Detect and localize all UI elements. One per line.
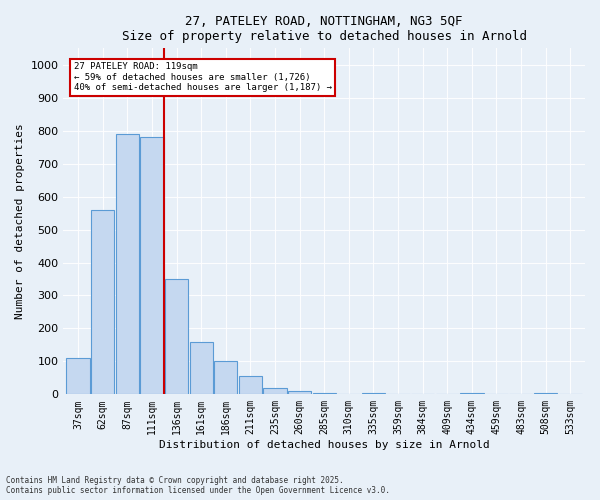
Bar [313, 392, 336, 394]
Bar [190, 342, 213, 394]
Bar [91, 210, 115, 394]
Title: 27, PATELEY ROAD, NOTTINGHAM, NG3 5QF
Size of property relative to detached hous: 27, PATELEY ROAD, NOTTINGHAM, NG3 5QF Si… [122, 15, 527, 43]
Text: 27 PATELEY ROAD: 119sqm
← 59% of detached houses are smaller (1,726)
40% of semi: 27 PATELEY ROAD: 119sqm ← 59% of detache… [74, 62, 332, 92]
Bar [67, 358, 90, 395]
Bar [140, 138, 164, 394]
Bar [214, 362, 238, 394]
Bar [116, 134, 139, 394]
Bar [239, 376, 262, 394]
Bar [288, 391, 311, 394]
Y-axis label: Number of detached properties: Number of detached properties [15, 124, 25, 319]
X-axis label: Distribution of detached houses by size in Arnold: Distribution of detached houses by size … [159, 440, 490, 450]
Bar [362, 392, 385, 394]
Bar [460, 392, 484, 394]
Text: Contains HM Land Registry data © Crown copyright and database right 2025.
Contai: Contains HM Land Registry data © Crown c… [6, 476, 390, 495]
Bar [534, 392, 557, 394]
Bar [263, 388, 287, 394]
Bar [165, 279, 188, 394]
